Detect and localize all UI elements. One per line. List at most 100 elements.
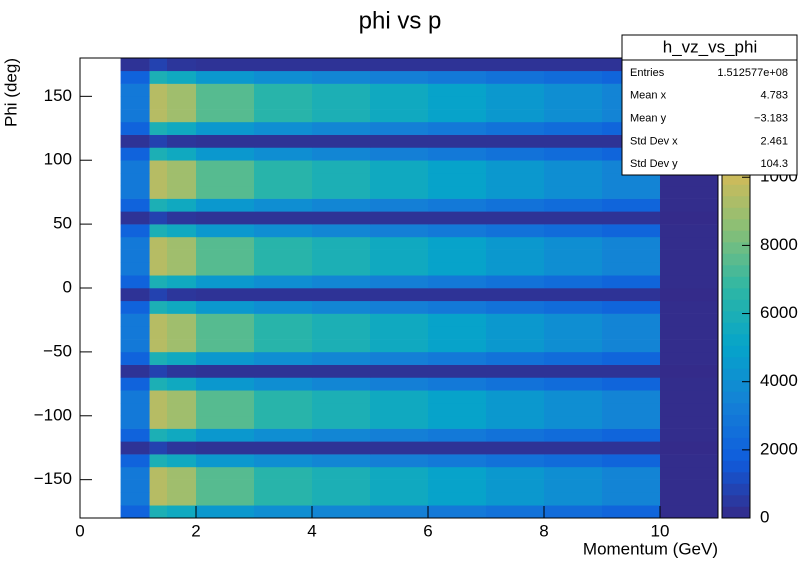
cell — [660, 339, 719, 353]
cell — [544, 173, 603, 187]
cell — [486, 134, 545, 148]
cell — [120, 441, 150, 455]
cell — [149, 454, 168, 468]
cell — [602, 505, 661, 519]
cell — [486, 211, 545, 225]
color-bar-step — [722, 242, 750, 254]
cell — [120, 109, 150, 123]
cell — [167, 454, 197, 468]
cell — [602, 415, 661, 429]
cell — [428, 173, 487, 187]
cell — [149, 390, 168, 404]
cell — [196, 173, 255, 187]
cell — [196, 198, 255, 212]
cell — [428, 339, 487, 353]
cell — [544, 121, 603, 135]
cell — [486, 275, 545, 289]
cell — [544, 377, 603, 391]
y-tick-label: −50 — [43, 341, 72, 360]
cell — [312, 121, 371, 135]
cell — [428, 313, 487, 327]
cell — [167, 185, 197, 199]
cell — [370, 466, 429, 480]
cell — [486, 466, 545, 480]
cell — [167, 390, 197, 404]
color-bar-step — [722, 311, 750, 323]
cell — [196, 415, 255, 429]
cell — [486, 441, 545, 455]
cell — [544, 390, 603, 404]
cell — [428, 364, 487, 378]
cell — [149, 428, 168, 442]
cell — [149, 236, 168, 250]
cell — [544, 492, 603, 506]
cell — [149, 121, 168, 135]
cell — [149, 403, 168, 417]
cell — [370, 390, 429, 404]
cell — [602, 185, 661, 199]
color-bar-step — [722, 426, 750, 438]
cell — [254, 351, 313, 365]
cell — [120, 326, 150, 340]
cell — [167, 70, 197, 84]
cell — [312, 96, 371, 110]
stats-value: 104.3 — [760, 158, 788, 170]
color-bar-step — [722, 299, 750, 312]
cell — [167, 364, 197, 378]
cell — [428, 300, 487, 314]
cell — [149, 262, 168, 276]
cell — [370, 415, 429, 429]
cell — [149, 275, 168, 289]
cell — [312, 236, 371, 250]
color-bar-step — [722, 506, 750, 519]
cell — [167, 313, 197, 327]
cell — [660, 288, 719, 302]
cell — [370, 351, 429, 365]
stats-value: 1.512577e+08 — [717, 67, 788, 79]
cell — [486, 415, 545, 429]
cell — [312, 377, 371, 391]
cell — [370, 492, 429, 506]
cell — [254, 326, 313, 340]
cell — [167, 224, 197, 238]
cell — [602, 492, 661, 506]
cell — [428, 492, 487, 506]
cell — [428, 288, 487, 302]
cell — [149, 415, 168, 429]
cell — [544, 300, 603, 314]
cell — [149, 466, 168, 480]
cell — [370, 147, 429, 161]
cell — [486, 109, 545, 123]
cell — [149, 109, 168, 123]
cell — [370, 403, 429, 417]
stats-value: 2.461 — [760, 135, 788, 147]
cell — [254, 339, 313, 353]
cell — [149, 351, 168, 365]
color-bar-step — [722, 265, 750, 277]
cell — [660, 492, 719, 506]
cell — [660, 300, 719, 314]
cell — [120, 160, 150, 174]
cell — [167, 339, 197, 353]
cell — [167, 211, 197, 225]
cell — [312, 479, 371, 493]
cell — [167, 262, 197, 276]
cell — [254, 83, 313, 97]
cell — [196, 454, 255, 468]
cell — [149, 160, 168, 174]
cell — [370, 377, 429, 391]
cell — [544, 313, 603, 327]
cell — [602, 211, 661, 225]
cell — [428, 211, 487, 225]
cell — [660, 454, 719, 468]
cell — [544, 454, 603, 468]
cell — [660, 224, 719, 238]
cell — [486, 58, 545, 72]
color-bar-step — [722, 414, 750, 427]
cell — [149, 249, 168, 263]
cell — [544, 275, 603, 289]
cell — [167, 236, 197, 250]
cell — [120, 428, 150, 442]
cell — [167, 173, 197, 187]
color-bar-step — [722, 495, 750, 507]
